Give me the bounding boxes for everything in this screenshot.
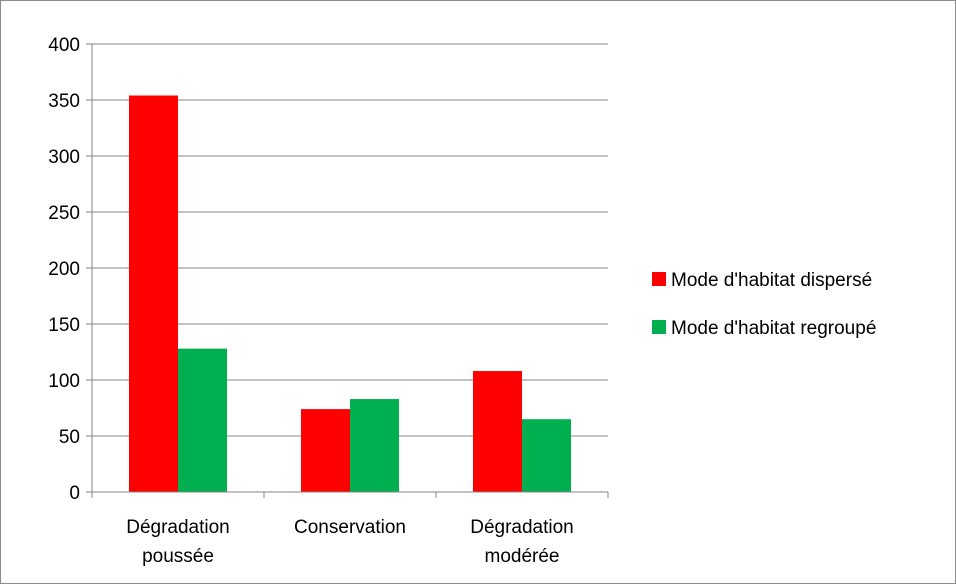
bar [522,419,571,492]
x-category-label-line: poussée [142,546,214,567]
bar [301,409,350,492]
legend-label: Mode d'habitat regroupé [671,318,876,339]
y-tick-label: 350 [48,91,80,112]
x-category-label: Dégradation poussée [126,517,230,567]
legend-swatch [652,272,666,286]
x-category-label-line: Dégradation [470,517,574,538]
x-category-label: Conservation [294,517,406,538]
x-category-label-line: Conservation [294,517,406,538]
y-tick-labels: 0 50 100 150 200 250 300 350 400 [48,35,80,504]
x-category-label-line: Dégradation [126,517,230,538]
bars [129,95,571,493]
bar [350,399,399,492]
y-tick-label: 400 [48,35,80,56]
y-tick-label: 150 [48,315,80,336]
legend-swatch [652,320,666,334]
bar [178,348,227,492]
x-category-label: Dégradation modérée [470,517,574,567]
legend-label: Mode d'habitat dispersé [671,270,872,291]
y-tick-label: 100 [48,371,80,392]
y-tick-label: 200 [48,259,80,280]
x-category-label-line: modérée [485,546,560,567]
bar [473,371,522,492]
y-tick-label: 250 [48,203,80,224]
y-tick-label: 300 [48,147,80,168]
legend: Mode d'habitat dispersé Mode d'habitat re… [652,270,876,339]
axes [86,43,609,498]
y-tick-label: 0 [69,483,80,504]
y-tick-label: 50 [59,427,80,448]
bar [129,95,178,493]
x-category-labels: Dégradation poussée Conservation Dégradatio… [126,517,574,567]
